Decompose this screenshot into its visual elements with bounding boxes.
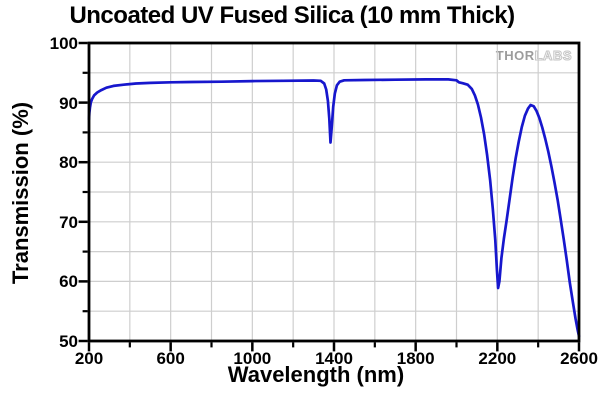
y-tick-label: 90 bbox=[59, 93, 78, 113]
x-tick-label: 2200 bbox=[478, 349, 517, 368]
y-tick-label: 80 bbox=[59, 153, 78, 173]
thorlabs-watermark: THORLABS bbox=[495, 48, 572, 64]
y-tick-label: 100 bbox=[49, 34, 78, 53]
watermark-labs-text: LABS bbox=[534, 48, 572, 64]
x-tick-label: 600 bbox=[156, 349, 185, 368]
plot-border bbox=[87, 41, 581, 343]
y-tick-label: 70 bbox=[59, 212, 78, 232]
transmission-curve bbox=[87, 78, 581, 338]
chart-title: Uncoated UV Fused Silica (10 mm Thick) bbox=[69, 2, 515, 29]
y-tick-label: 60 bbox=[59, 272, 78, 292]
x-tick-label: 200 bbox=[74, 349, 104, 368]
x-axis-label: Wavelength (nm) bbox=[227, 362, 405, 387]
x-tick-label: 1000 bbox=[233, 349, 272, 368]
x-tick-label: 1800 bbox=[396, 349, 435, 368]
x-tick-label: 2600 bbox=[560, 349, 598, 368]
x-tick-label: 1400 bbox=[315, 349, 353, 368]
watermark-thor-text: THOR bbox=[495, 48, 535, 63]
y-tick-label: 50 bbox=[59, 332, 78, 351]
